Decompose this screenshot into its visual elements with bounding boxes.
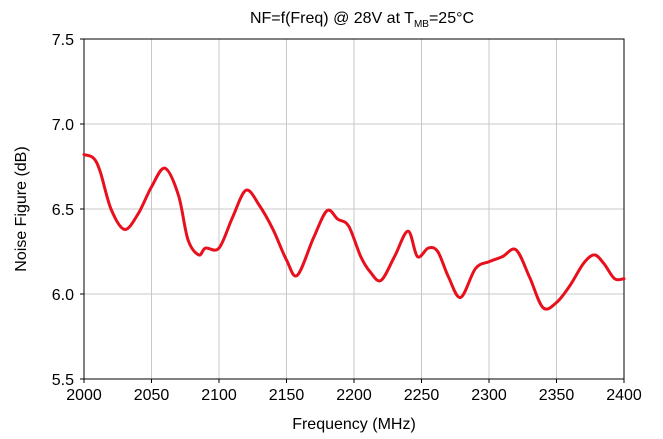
y-tick-label: 5.5 bbox=[52, 372, 74, 389]
y-tick-label: 7.0 bbox=[52, 117, 74, 134]
series-line bbox=[82, 153, 626, 311]
chart-title-suffix: =25°C bbox=[429, 10, 474, 27]
y-axis-label: Noise Figure (dB) bbox=[13, 146, 30, 271]
chart-title-subscript: MB bbox=[414, 19, 429, 30]
x-tick-label: 2300 bbox=[471, 387, 507, 404]
x-tick-label: 2350 bbox=[539, 387, 575, 404]
ticks: 2000 2050 2100 2150 2200 2250 2300 2350 2400 5.5 6… bbox=[52, 32, 642, 404]
chart-title-prefix: NF=f(Freq) @ 28V at T bbox=[250, 10, 414, 27]
x-tick-label: 2150 bbox=[269, 387, 305, 404]
x-tick-label: 2100 bbox=[201, 387, 237, 404]
y-tick-label: 7.5 bbox=[52, 32, 74, 49]
x-tick-label: 2200 bbox=[336, 387, 372, 404]
chart-title: NF=f(Freq) @ 28V at TMB=25°C bbox=[250, 10, 474, 30]
x-tick-label: 2400 bbox=[606, 387, 642, 404]
series-layer bbox=[82, 153, 626, 311]
x-tick-label: 2250 bbox=[404, 387, 440, 404]
y-tick-label: 6.0 bbox=[52, 287, 74, 304]
grid bbox=[84, 39, 624, 379]
x-tick-label: 2050 bbox=[134, 387, 170, 404]
y-tick-label: 6.5 bbox=[52, 202, 74, 219]
x-tick-label: 2000 bbox=[66, 387, 102, 404]
x-axis-label: Frequency (MHz) bbox=[292, 416, 416, 433]
